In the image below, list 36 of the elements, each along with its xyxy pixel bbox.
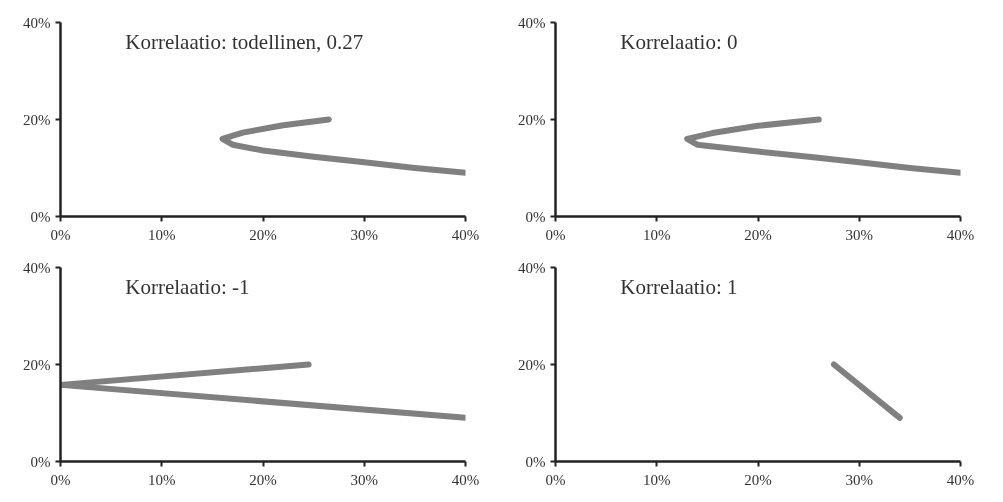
x-tick-label: 20% xyxy=(744,471,772,488)
y-tick-label: 40% xyxy=(23,14,51,31)
y-tick-label: 40% xyxy=(23,259,51,276)
x-tick-label: 20% xyxy=(249,226,277,243)
y-tick-label: 0% xyxy=(30,453,51,470)
x-tick-label: 10% xyxy=(148,471,176,488)
x-tick-label: 40% xyxy=(946,471,975,488)
y-tick-label: 20% xyxy=(23,111,51,128)
x-tick-label: 0% xyxy=(50,471,71,488)
x-tick-label: 0% xyxy=(545,226,566,243)
x-tick-label: 30% xyxy=(350,471,378,488)
x-tick-label: 10% xyxy=(643,226,671,243)
y-tick-label: 0% xyxy=(525,453,546,470)
x-tick-label: 0% xyxy=(50,226,71,243)
x-tick-label: 10% xyxy=(643,471,671,488)
x-tick-label: 30% xyxy=(350,226,378,243)
x-tick-label: 10% xyxy=(148,226,176,243)
y-tick-label: 0% xyxy=(30,208,51,225)
x-tick-label: 30% xyxy=(845,226,873,243)
chart-title: Korrelaatio: 0 xyxy=(620,29,738,54)
y-tick-label: 20% xyxy=(518,111,546,128)
x-tick-label: 40% xyxy=(451,471,480,488)
x-tick-label: 30% xyxy=(845,471,873,488)
x-tick-label: 20% xyxy=(249,471,277,488)
x-tick-label: 40% xyxy=(946,226,975,243)
x-tick-label: 0% xyxy=(545,471,566,488)
y-tick-label: 20% xyxy=(518,356,546,373)
chart-title: Korrelaatio: -1 xyxy=(125,274,250,299)
y-tick-label: 40% xyxy=(518,14,546,31)
y-tick-label: 0% xyxy=(525,208,546,225)
x-tick-label: 40% xyxy=(451,226,480,243)
chart-title: Korrelaatio: todellinen, 0.27 xyxy=(125,29,364,54)
x-tick-label: 20% xyxy=(744,226,772,243)
y-tick-label: 40% xyxy=(518,259,546,276)
chart-title: Korrelaatio: 1 xyxy=(620,274,738,299)
y-tick-label: 20% xyxy=(23,356,51,373)
